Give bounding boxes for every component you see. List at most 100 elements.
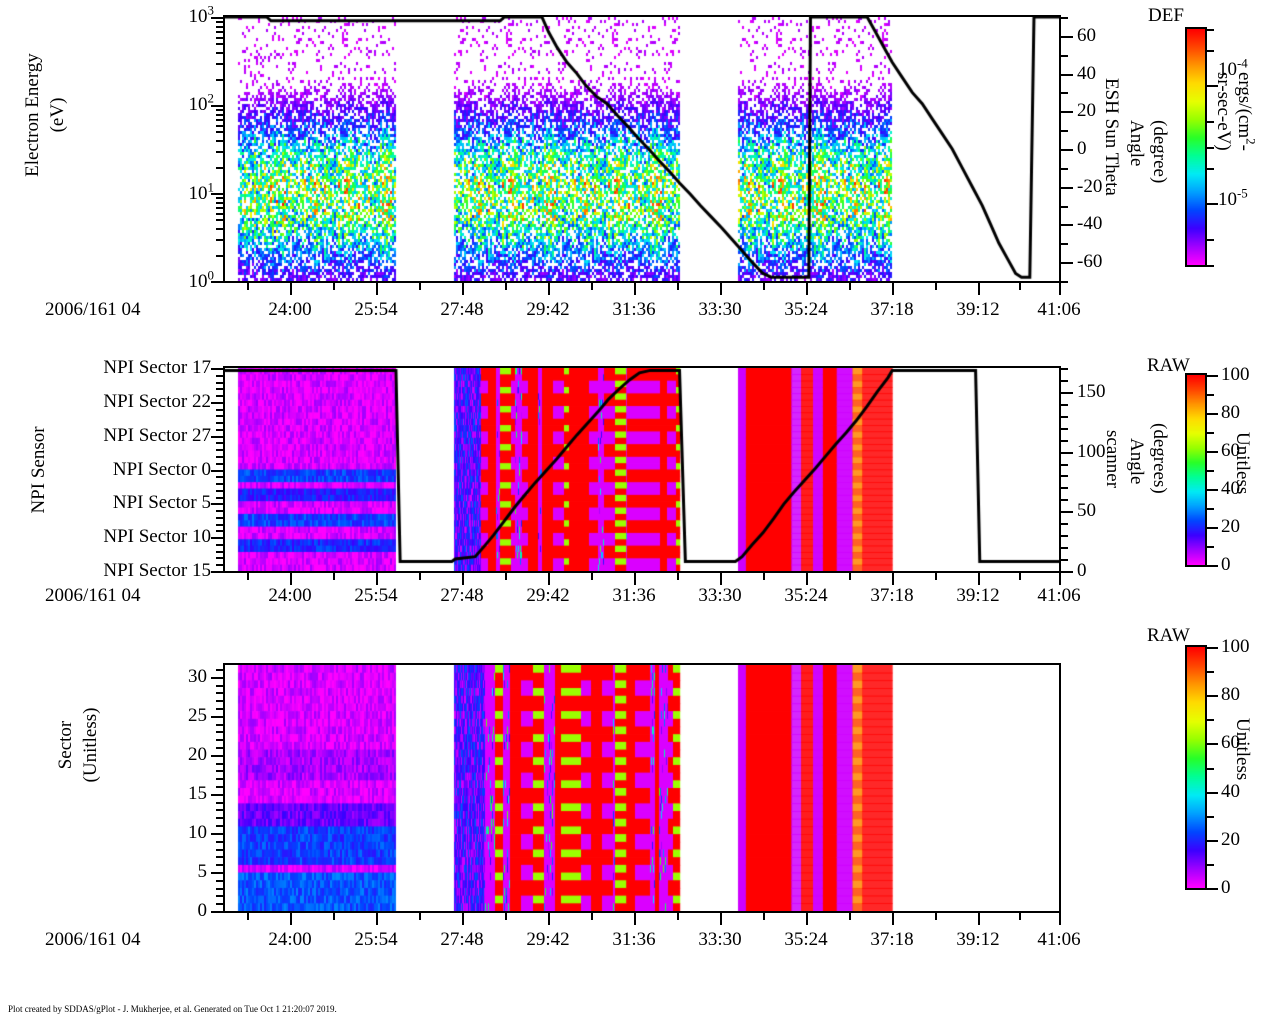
axis-tick (216, 131, 223, 133)
axis-tick (333, 913, 335, 920)
axis-tick (1061, 281, 1068, 283)
panel2-x-tick-label-2: 27:48 (440, 585, 484, 606)
panel2-colorbar-label-4: 20 (1221, 516, 1240, 537)
axis-tick (211, 677, 223, 679)
axis-tick (1061, 111, 1073, 113)
panel3-x-tick-label-5: 33:30 (698, 929, 742, 950)
panel1-x-tick-label-0: 24:00 (268, 299, 312, 320)
axis-tick (216, 510, 223, 512)
panel2-x-tick-label-4: 31:36 (612, 585, 656, 606)
axis-tick (892, 283, 894, 295)
panel3-left-tick-label-2: 20 (188, 744, 207, 765)
axis-tick (216, 202, 223, 204)
panel2-colorbar-label-1: 80 (1221, 402, 1240, 423)
axis-tick (1061, 487, 1068, 489)
panel1-right-tick-label-6: -60 (1077, 251, 1103, 272)
axis-tick (1207, 546, 1214, 548)
panel3-colorbar-unit: Unitless (1232, 718, 1253, 781)
axis-tick (216, 483, 223, 485)
axis-tick (591, 573, 593, 580)
axis-tick (216, 685, 223, 687)
panel1-right-title-line1: ESH Sun Theta (1101, 78, 1122, 196)
panel2-date-label: 2006/161 04 (45, 585, 141, 606)
axis-tick (211, 281, 223, 283)
axis-tick (1061, 499, 1068, 501)
panel2-right-title-line3: (degrees) (1149, 423, 1170, 494)
axis-tick (216, 544, 223, 546)
panel2-colorbar-label-5: 0 (1221, 554, 1231, 575)
axis-tick (849, 283, 851, 290)
axis-tick (1061, 511, 1073, 513)
axis-tick (247, 283, 249, 290)
axis-tick (548, 573, 550, 585)
axis-tick (1207, 85, 1218, 87)
panel1-x-tick-label-5: 33:30 (698, 299, 742, 320)
axis-tick (1061, 55, 1068, 57)
panel1-ytick-3: 100 (188, 267, 214, 292)
panel2-x-tick-label-6: 35:24 (784, 585, 828, 606)
panel2-colorbar (1185, 373, 1207, 567)
panel2-colorbar-label-2: 60 (1221, 440, 1240, 461)
axis-tick (505, 573, 507, 580)
axis-tick (216, 517, 223, 519)
axis-tick (211, 368, 223, 370)
panel3-colorbar-label-3: 40 (1221, 781, 1240, 802)
panel1-colorbar-title: DEF (1148, 5, 1184, 26)
figure-footer: Plot created by SDDAS/gPlot - J. Mukherj… (8, 1004, 337, 1014)
axis-tick (216, 763, 223, 765)
axis-tick (216, 219, 223, 221)
axis-tick (216, 79, 223, 81)
panel1-ytick-0: 103 (188, 2, 214, 27)
panel3-ylabel-line2: (Unitless) (80, 707, 101, 783)
axis-tick (1059, 283, 1061, 295)
axis-tick (216, 770, 223, 772)
axis-tick (216, 809, 223, 811)
panel1-right-tick-label-5: -40 (1077, 213, 1103, 234)
axis-tick (333, 283, 335, 290)
axis-tick (211, 716, 223, 718)
axis-tick (211, 794, 223, 796)
axis-tick (1061, 428, 1068, 430)
axis-tick (763, 283, 765, 290)
axis-tick (1061, 224, 1073, 226)
axis-tick (216, 52, 223, 54)
axis-tick (211, 436, 223, 438)
axis-tick (216, 125, 223, 127)
axis-tick (1207, 527, 1218, 529)
axis-tick (505, 283, 507, 290)
axis-tick (216, 895, 223, 897)
axis-tick (849, 573, 851, 580)
axis-tick (978, 913, 980, 925)
axis-tick (216, 140, 223, 142)
panel2-colorbar-unit: Unitless (1232, 432, 1253, 495)
axis-tick (1059, 913, 1061, 925)
axis-tick (1061, 149, 1073, 151)
axis-tick (1061, 464, 1068, 466)
axis-tick (720, 573, 722, 585)
axis-tick (1207, 29, 1214, 31)
panel3-colorbar-label-2: 60 (1221, 732, 1240, 753)
panel3-ylabel-line1: Sector (55, 720, 76, 770)
panel2-colorbar-title: RAW (1147, 355, 1190, 376)
axis-tick (216, 213, 223, 215)
axis-tick (216, 26, 223, 28)
panel2-x-tick-label-7: 37:18 (870, 585, 914, 606)
axis-tick (216, 151, 223, 153)
axis-tick (591, 283, 593, 290)
axis-tick (634, 283, 636, 295)
axis-tick (216, 903, 223, 905)
axis-tick (892, 913, 894, 925)
axis-tick (1207, 121, 1214, 123)
panel3-x-tick-label-7: 37:18 (870, 929, 914, 950)
axis-tick (216, 564, 223, 566)
panel2-right-tick-label-1: 100 (1077, 441, 1106, 462)
panel2-right-tick-label-0: 150 (1077, 381, 1106, 402)
axis-tick (1059, 573, 1061, 585)
panel3-x-tick-label-8: 39:12 (956, 929, 1000, 950)
axis-tick (1061, 368, 1068, 370)
axis-tick (935, 913, 937, 920)
panel-sector (223, 663, 1061, 913)
axis-tick (211, 470, 223, 472)
axis-tick (892, 573, 894, 585)
axis-tick (216, 739, 223, 741)
